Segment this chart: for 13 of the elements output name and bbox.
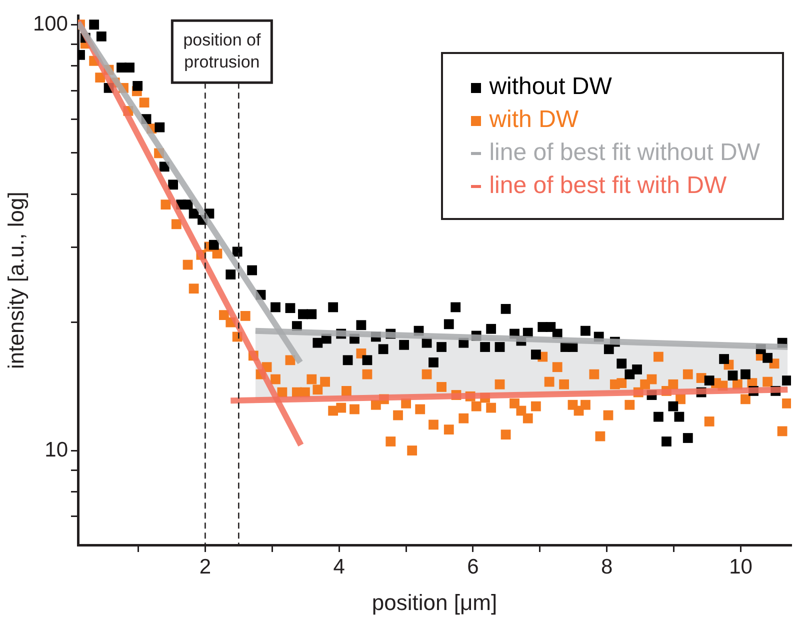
legend-label: line of best fit with DW: [489, 172, 727, 199]
x-tick-label: 4: [333, 555, 346, 578]
legend-label: with DW: [489, 106, 579, 133]
x-axis-title: position [μm]: [372, 590, 498, 615]
x-tick-label: 8: [601, 555, 613, 578]
annotation: position of protrusion: [183, 30, 261, 72]
y-tick-label: 100: [32, 12, 68, 36]
legend-label: line of best fit without DW: [489, 139, 760, 166]
legend-label: without DW: [489, 73, 612, 100]
y-axis-title: intensity [a.u., log]: [3, 192, 28, 369]
x-tick-label: 6: [467, 555, 479, 578]
x-tick-label: 10: [729, 555, 752, 578]
x-tick-label: 2: [199, 555, 212, 578]
